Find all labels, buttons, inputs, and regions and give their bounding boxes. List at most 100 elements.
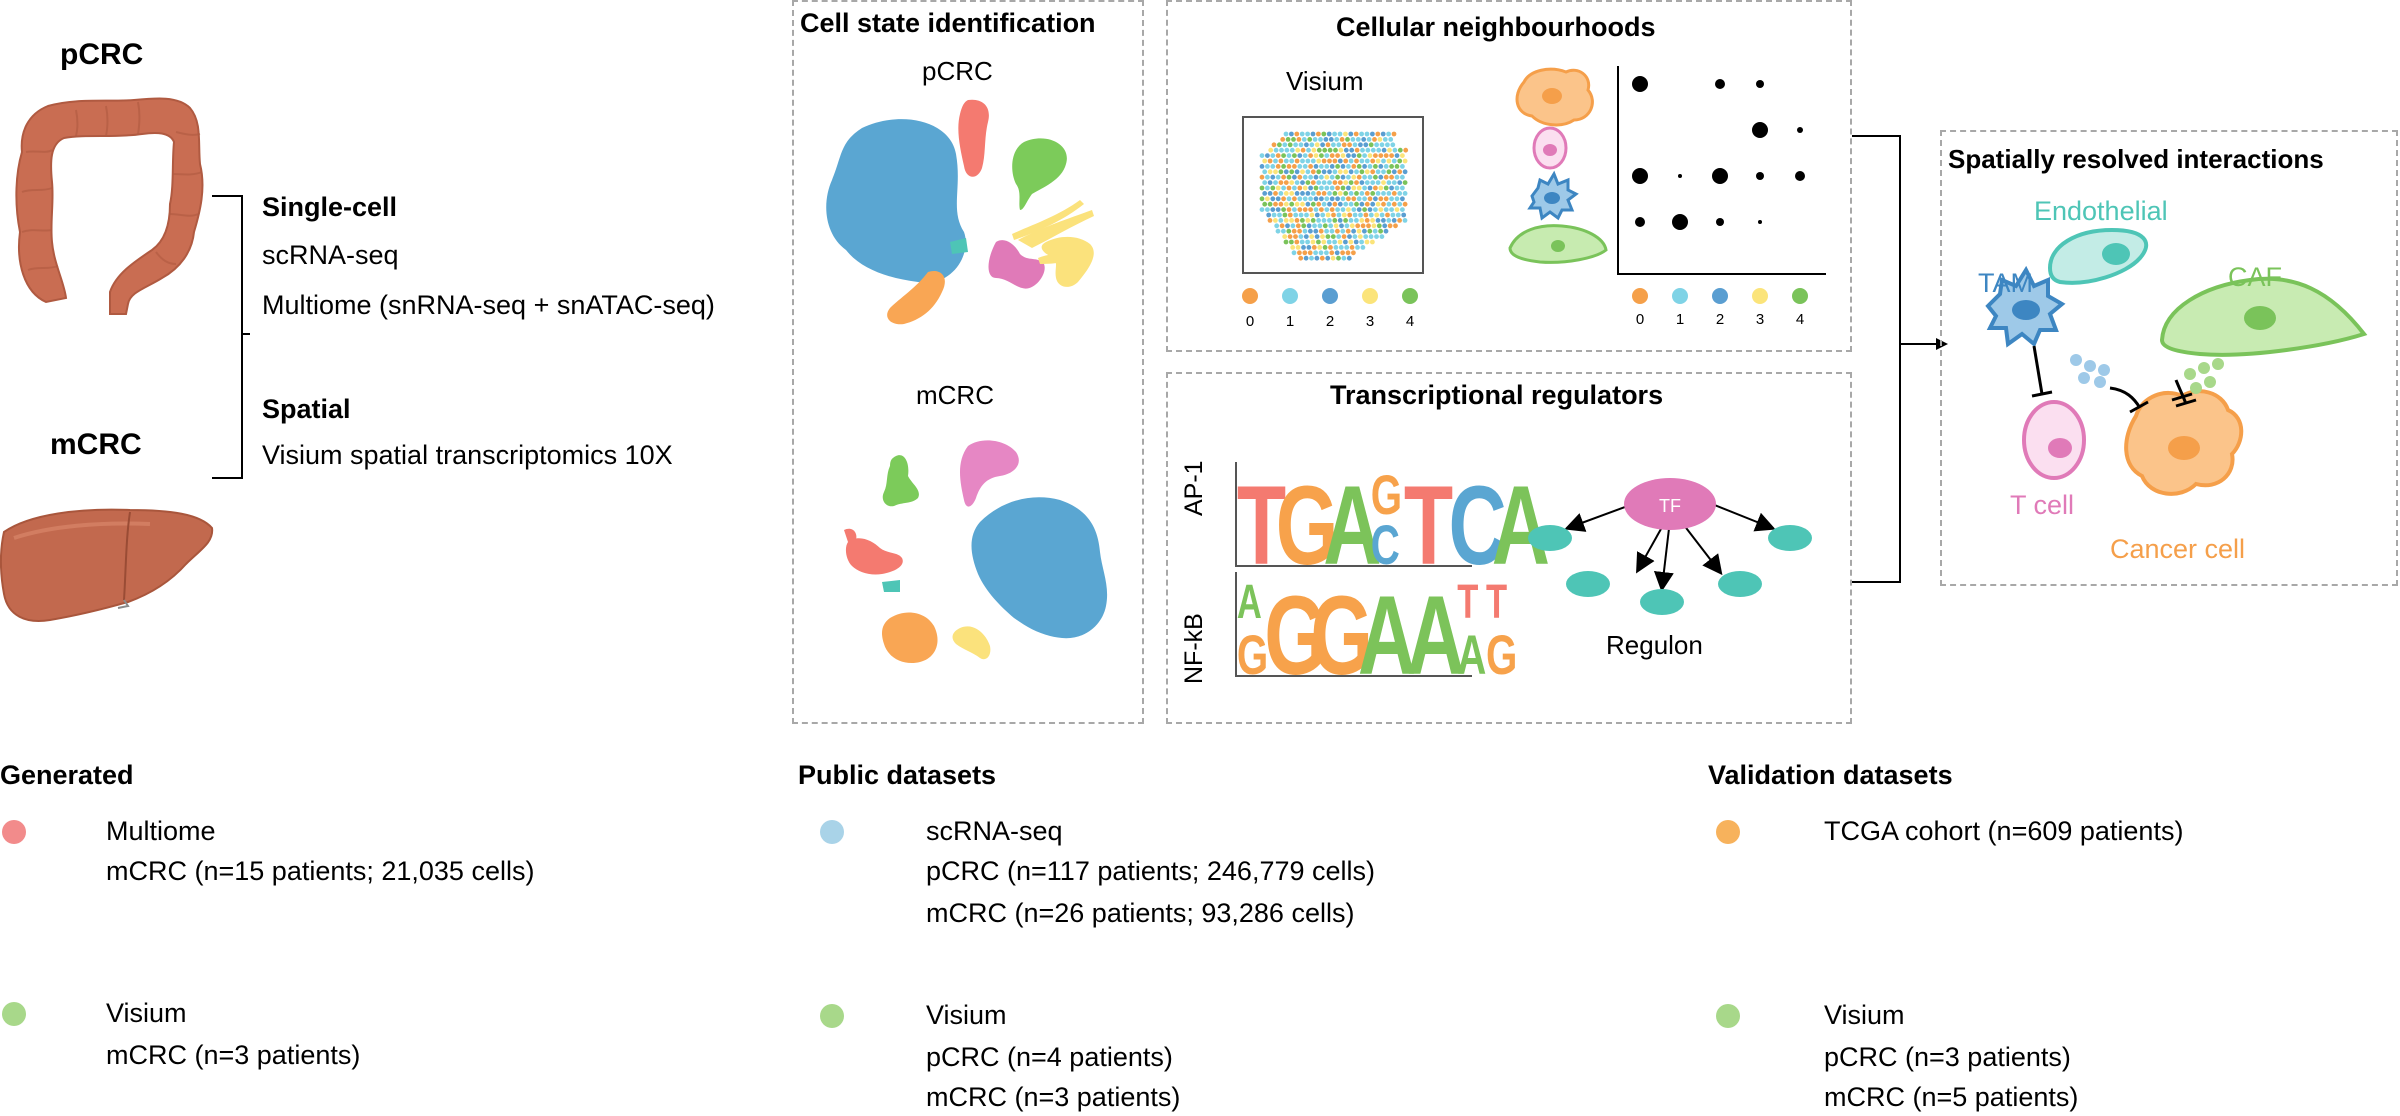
- dataset-color-dot: [2, 1002, 26, 1026]
- visium-spot: [1383, 174, 1389, 180]
- dot-plot-tick-label: 1: [1676, 311, 1684, 328]
- legend-swatch: [1242, 288, 1258, 304]
- visium-spot: [1308, 207, 1313, 212]
- visium-spot: [1354, 147, 1360, 153]
- visium-spot: [1267, 201, 1273, 207]
- visium-spot: [1333, 245, 1339, 250]
- visium-spot: [1286, 164, 1292, 169]
- dot-plot-axis-swatch: [1792, 288, 1808, 304]
- visium-spot: [1394, 196, 1400, 202]
- visium-spot: [1359, 239, 1364, 245]
- visium-spot: [1381, 201, 1386, 207]
- visium-spot: [1374, 212, 1380, 218]
- visium-spot: [1325, 234, 1331, 239]
- visium-spot: [1262, 158, 1268, 164]
- visium-spot: [1346, 174, 1351, 180]
- visium-spot: [1378, 228, 1383, 234]
- visium-spot: [1335, 228, 1340, 234]
- visium-spot: [1305, 158, 1311, 164]
- visium-spot: [1346, 185, 1351, 191]
- visium-spot: [1300, 158, 1305, 164]
- visium-spot: [1379, 142, 1385, 148]
- visium-spot: [1383, 153, 1389, 158]
- dot-plot-point: [1716, 218, 1724, 226]
- visium-spot: [1336, 255, 1341, 261]
- visium-spot: [1311, 147, 1317, 153]
- visium-spot: [1391, 180, 1397, 185]
- visium-spot: [1348, 131, 1354, 137]
- visium-spot: [1358, 212, 1363, 218]
- visium-spot: [1389, 164, 1394, 169]
- visium-spot: [1294, 131, 1300, 137]
- visium-spot: [1362, 185, 1367, 191]
- visium-spot: [1391, 169, 1397, 175]
- visium-spot: [1302, 164, 1308, 169]
- visium-spot: [1334, 250, 1340, 256]
- visium-spot: [1310, 158, 1316, 164]
- visium-spot: [1373, 174, 1378, 180]
- dataset-line: TCGA cohort (n=609 patients): [1824, 816, 2184, 846]
- visium-spot: [1365, 147, 1371, 153]
- visium-spot: [1386, 191, 1392, 196]
- visium-spot: [1389, 174, 1394, 180]
- visium-spot: [1331, 212, 1336, 218]
- dot-plot-point: [1632, 76, 1648, 92]
- visium-spot: [1283, 191, 1289, 196]
- visium-spot: [1364, 180, 1370, 185]
- visium-spot: [1277, 212, 1282, 218]
- visium-spot: [1293, 234, 1298, 239]
- visium-spot: [1386, 201, 1392, 207]
- colon-icon: [15, 97, 204, 315]
- cell-state-panel: [792, 0, 1144, 724]
- visium-spot: [1382, 137, 1388, 142]
- visium-spot: [1273, 201, 1278, 207]
- visium-spot: [1379, 212, 1385, 218]
- visium-spot: [1289, 201, 1295, 207]
- visium-spot: [1341, 234, 1347, 239]
- visium-spot: [1308, 185, 1313, 191]
- visium-spot: [1333, 147, 1338, 153]
- visium-spot: [1322, 147, 1328, 153]
- visium-spot: [1321, 201, 1327, 207]
- svg-text:C: C: [1449, 463, 1507, 588]
- interactions-panel: [1940, 130, 2398, 586]
- visium-spot: [1402, 169, 1408, 175]
- visium-spot: [1283, 218, 1289, 223]
- visium-spot: [1275, 174, 1281, 180]
- visium-spot: [1386, 131, 1391, 137]
- visium-spot: [1321, 158, 1327, 164]
- visium-spot: [1397, 147, 1403, 153]
- spatial-heading: Spatial: [262, 394, 351, 424]
- visium-spot: [1312, 137, 1318, 142]
- visium-spot: [1388, 137, 1394, 142]
- visium-spot: [1347, 212, 1353, 218]
- visium-spot: [1341, 212, 1347, 218]
- visium-spot: [1337, 191, 1343, 196]
- visium-spot: [1321, 239, 1327, 245]
- visium-spot: [1354, 158, 1359, 164]
- visium-spot: [1400, 207, 1405, 212]
- dot-plot-axis-swatch: [1752, 288, 1768, 304]
- umap-mcrc-label: mCRC: [916, 380, 994, 410]
- visium-spot: [1305, 239, 1310, 245]
- visium-spot: [1292, 196, 1297, 202]
- visium-spot: [1308, 164, 1313, 169]
- visium-spot: [1274, 223, 1280, 229]
- visium-spot: [1359, 191, 1365, 196]
- visium-spot: [1324, 196, 1330, 202]
- umap-mcrc: [844, 440, 1108, 664]
- visium-spot: [1343, 180, 1349, 185]
- visium-spot: [1305, 218, 1311, 223]
- visium-spot: [1397, 169, 1403, 175]
- visium-spot: [1351, 174, 1357, 180]
- visium-spot: [1316, 169, 1322, 175]
- dot-plot-point: [1715, 79, 1725, 89]
- visium-spot: [1262, 180, 1268, 185]
- visium-spot: [1394, 164, 1400, 169]
- validation-heading: Validation datasets: [1708, 760, 1953, 790]
- visium-spot: [1356, 228, 1362, 234]
- visium-spot: [1330, 255, 1336, 261]
- dot-plot-axis-swatch: [1672, 288, 1688, 304]
- visium-spot: [1339, 223, 1344, 229]
- visium-spot: [1343, 239, 1348, 245]
